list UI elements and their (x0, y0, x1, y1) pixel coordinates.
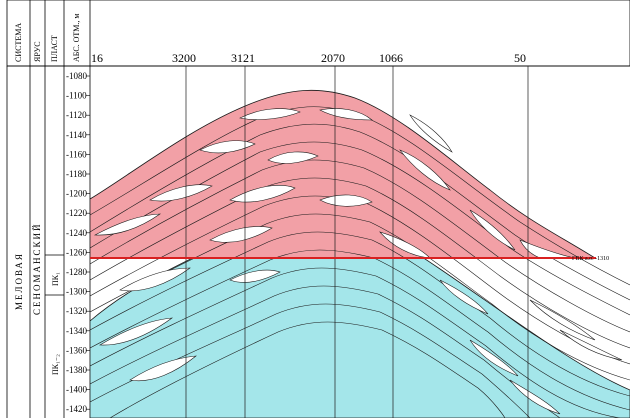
sand-lenses (93, 108, 623, 415)
formation-upper: ПК₁ (51, 272, 60, 286)
header-stage: ЯРУС (33, 41, 42, 62)
well-label: 2070 (321, 51, 345, 65)
depth-tick-label: -1220 (66, 208, 87, 218)
depth-tick-label: -1140 (66, 130, 87, 140)
stage-value: СЕНОМАНСКИЙ (32, 222, 42, 315)
well-label: 3121 (231, 51, 255, 65)
depth-tick-label: -1280 (66, 267, 87, 277)
depth-tick-label: -1380 (66, 365, 87, 375)
well-labels: 16 3200 3121 2070 1066 50 (91, 51, 526, 65)
depth-tick-label: -1120 (66, 110, 87, 120)
header-formation: ПЛАСТ (50, 35, 59, 62)
strata-lines (90, 106, 630, 418)
well-label: 50 (514, 51, 526, 65)
header-system: СИСТЕМА (14, 23, 23, 62)
depth-tick-label: -1240 (66, 228, 87, 238)
depth-tick-label: -1180 (66, 169, 87, 179)
header-depth: АБС. ОТМ., м (72, 14, 81, 62)
depth-tick-label: -1260 (66, 247, 87, 257)
well-label: 16 (91, 51, 103, 65)
depth-tick-label: -1160 (66, 149, 87, 159)
depth-tick-label: -1080 (66, 71, 87, 81)
depth-axis: -1080 -1100 -1120 -1140 -1160 -1180 -1200 -1220… (66, 71, 90, 414)
depth-tick-label: -1300 (66, 287, 87, 297)
depth-tick-label: -1200 (66, 189, 87, 199)
depth-tick-label: -1100 (66, 91, 87, 101)
formation-lower: ПК₁₋₂ (51, 354, 60, 375)
depth-tick-label: -1360 (66, 345, 87, 355)
contact-label: ГВК а.о. -1310 (572, 256, 609, 262)
well-label: 1066 (379, 51, 403, 65)
gas-zone (90, 89, 597, 259)
system-value: МЕЛОВАЯ (14, 252, 24, 310)
depth-tick-label: -1320 (66, 306, 87, 316)
depth-tick-label: -1420 (66, 404, 87, 414)
well-label: 3200 (172, 51, 196, 65)
depth-tick-label: -1340 (66, 326, 87, 336)
well-lines (185, 66, 529, 418)
depth-tick-label: -1400 (66, 385, 87, 395)
